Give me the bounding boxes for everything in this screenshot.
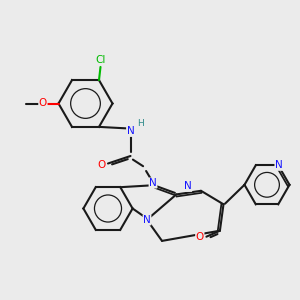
Text: N: N xyxy=(143,215,151,225)
Text: N: N xyxy=(275,160,283,170)
Text: N: N xyxy=(127,126,134,136)
Text: O: O xyxy=(97,160,106,170)
Text: N: N xyxy=(184,182,192,191)
Text: O: O xyxy=(196,232,204,242)
Text: H: H xyxy=(137,119,143,128)
Text: O: O xyxy=(39,98,47,109)
Text: Cl: Cl xyxy=(95,55,106,65)
Text: N: N xyxy=(149,178,157,188)
